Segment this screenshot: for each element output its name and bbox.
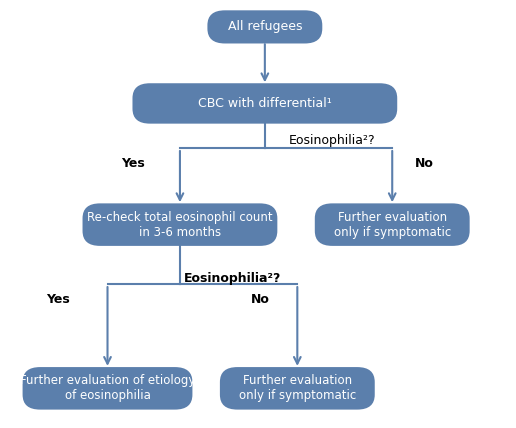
Text: All refugees: All refugees xyxy=(228,21,302,33)
Text: Re-check total eosinophil count
in 3-6 months: Re-check total eosinophil count in 3-6 m… xyxy=(87,211,273,239)
Text: Eosinophilia²?: Eosinophilia²? xyxy=(184,272,281,285)
FancyBboxPatch shape xyxy=(220,367,375,410)
Text: Further evaluation
only if symptomatic: Further evaluation only if symptomatic xyxy=(239,374,356,402)
Text: Further evaluation of etiology
of eosinophilia: Further evaluation of etiology of eosino… xyxy=(20,374,195,402)
FancyBboxPatch shape xyxy=(315,203,470,246)
FancyBboxPatch shape xyxy=(133,83,397,124)
Text: CBC with differential¹: CBC with differential¹ xyxy=(198,97,332,110)
Text: No: No xyxy=(415,158,434,170)
FancyBboxPatch shape xyxy=(207,10,322,44)
FancyBboxPatch shape xyxy=(23,367,192,410)
Text: Eosinophilia²?: Eosinophilia²? xyxy=(289,134,376,147)
FancyBboxPatch shape xyxy=(83,203,277,246)
Text: Yes: Yes xyxy=(121,158,144,170)
Text: Yes: Yes xyxy=(46,294,70,306)
Text: No: No xyxy=(250,294,269,306)
Text: Further evaluation
only if symptomatic: Further evaluation only if symptomatic xyxy=(334,211,451,239)
